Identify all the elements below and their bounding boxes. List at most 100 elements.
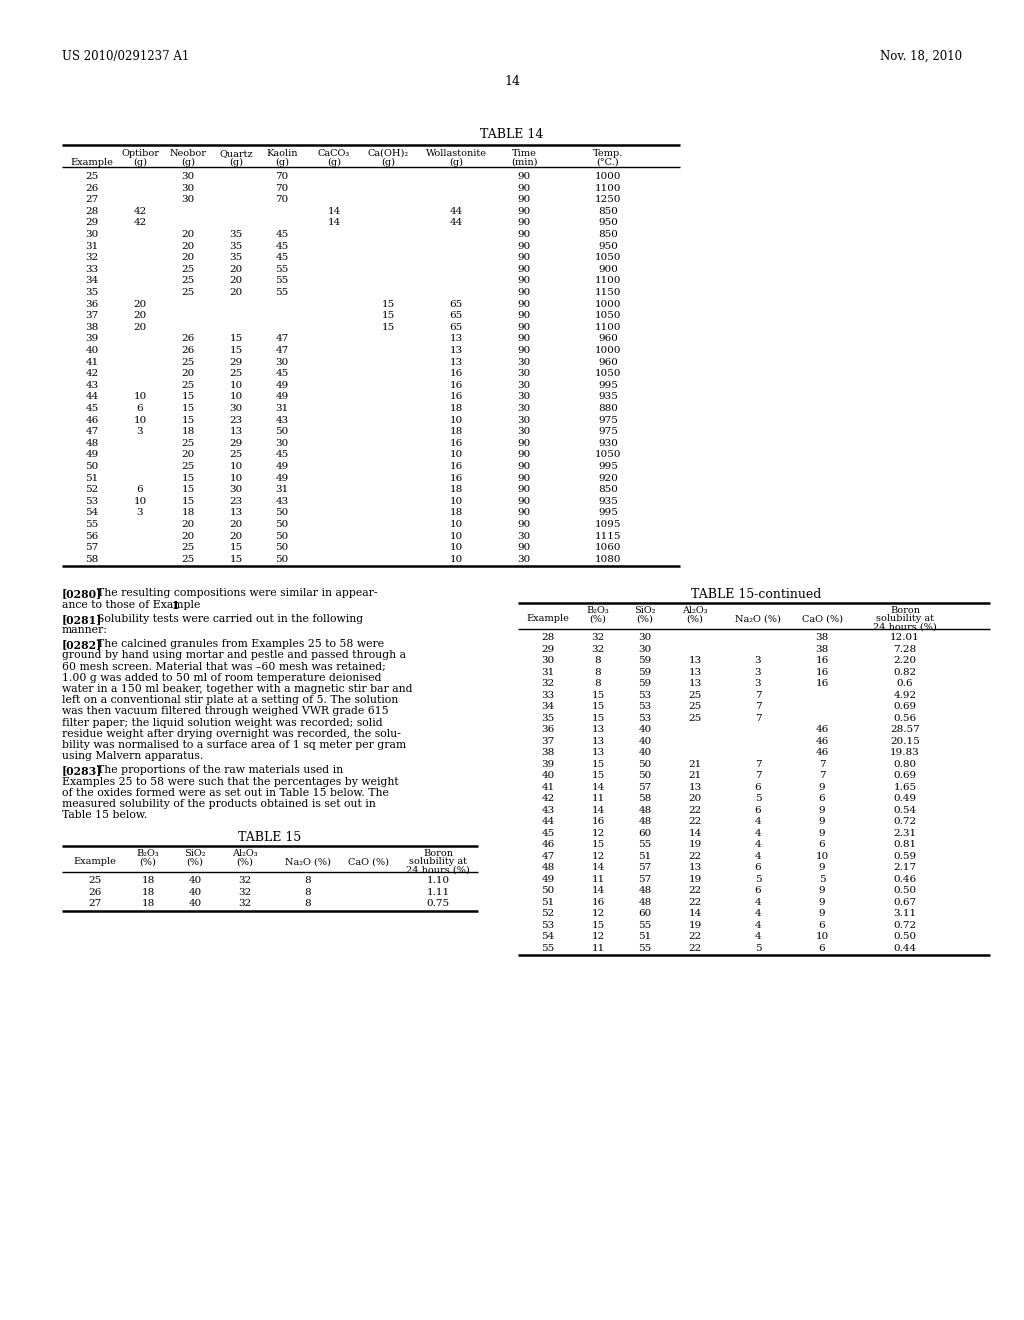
Text: 10: 10 bbox=[450, 450, 463, 459]
Text: 32: 32 bbox=[239, 899, 252, 908]
Text: 31: 31 bbox=[275, 404, 289, 413]
Text: 1000: 1000 bbox=[595, 172, 622, 181]
Text: 25: 25 bbox=[181, 544, 195, 552]
Text: 20: 20 bbox=[133, 323, 146, 331]
Text: 9: 9 bbox=[818, 807, 825, 814]
Text: 59: 59 bbox=[638, 680, 651, 689]
Text: 15: 15 bbox=[181, 496, 195, 506]
Text: 30: 30 bbox=[517, 532, 530, 541]
Text: 22: 22 bbox=[688, 944, 701, 953]
Text: 16: 16 bbox=[815, 680, 828, 689]
Text: 23: 23 bbox=[229, 496, 243, 506]
Text: 25: 25 bbox=[181, 265, 195, 273]
Text: Solubility tests were carried out in the following: Solubility tests were carried out in the… bbox=[97, 614, 364, 624]
Text: 1000: 1000 bbox=[595, 346, 622, 355]
Text: 25: 25 bbox=[88, 876, 101, 886]
Text: manner:: manner: bbox=[62, 624, 108, 635]
Text: 1050: 1050 bbox=[595, 450, 622, 459]
Text: 10: 10 bbox=[450, 520, 463, 529]
Text: 19: 19 bbox=[688, 875, 701, 884]
Text: 32: 32 bbox=[239, 876, 252, 886]
Text: 42: 42 bbox=[133, 207, 146, 215]
Text: 1: 1 bbox=[172, 599, 179, 611]
Text: 930: 930 bbox=[598, 438, 617, 447]
Text: 12.01: 12.01 bbox=[890, 634, 920, 643]
Text: 55: 55 bbox=[85, 520, 98, 529]
Text: 5: 5 bbox=[818, 875, 825, 884]
Text: Examples 25 to 58 were such that the percentages by weight: Examples 25 to 58 were such that the per… bbox=[62, 776, 398, 787]
Text: 16: 16 bbox=[815, 668, 828, 677]
Text: 10: 10 bbox=[229, 474, 243, 483]
Text: 44: 44 bbox=[542, 817, 555, 826]
Text: 0.54: 0.54 bbox=[893, 807, 916, 814]
Text: 90: 90 bbox=[517, 183, 530, 193]
Text: 90: 90 bbox=[517, 230, 530, 239]
Text: 13: 13 bbox=[450, 334, 463, 343]
Text: 65: 65 bbox=[450, 312, 463, 321]
Text: 45: 45 bbox=[85, 404, 98, 413]
Text: 3: 3 bbox=[755, 680, 761, 689]
Text: 90: 90 bbox=[517, 520, 530, 529]
Text: 20: 20 bbox=[181, 532, 195, 541]
Text: 20: 20 bbox=[181, 520, 195, 529]
Text: 30: 30 bbox=[517, 358, 530, 367]
Text: 10: 10 bbox=[133, 392, 146, 401]
Text: TABLE 14: TABLE 14 bbox=[480, 128, 544, 141]
Text: B₂O₃: B₂O₃ bbox=[587, 606, 609, 615]
Text: 20: 20 bbox=[181, 370, 195, 379]
Text: 850: 850 bbox=[598, 207, 617, 215]
Text: 30: 30 bbox=[542, 656, 555, 665]
Text: 50: 50 bbox=[638, 760, 651, 770]
Text: 40: 40 bbox=[188, 888, 202, 896]
Text: 15: 15 bbox=[229, 334, 243, 343]
Text: 55: 55 bbox=[275, 276, 289, 285]
Text: 51: 51 bbox=[638, 851, 651, 861]
Text: 22: 22 bbox=[688, 851, 701, 861]
Text: 7: 7 bbox=[818, 760, 825, 770]
Text: Ca(OH)₂: Ca(OH)₂ bbox=[368, 149, 409, 158]
Text: 6: 6 bbox=[136, 486, 143, 494]
Text: 9: 9 bbox=[818, 898, 825, 907]
Text: 880: 880 bbox=[598, 404, 617, 413]
Text: 5: 5 bbox=[755, 944, 761, 953]
Text: 4.92: 4.92 bbox=[893, 690, 916, 700]
Text: 49: 49 bbox=[275, 392, 289, 401]
Text: 16: 16 bbox=[592, 817, 604, 826]
Text: 31: 31 bbox=[85, 242, 98, 251]
Text: 54: 54 bbox=[542, 932, 555, 941]
Text: 0.50: 0.50 bbox=[893, 932, 916, 941]
Text: 900: 900 bbox=[598, 265, 617, 273]
Text: 4: 4 bbox=[755, 841, 761, 849]
Text: 9: 9 bbox=[818, 829, 825, 838]
Text: 10: 10 bbox=[450, 554, 463, 564]
Text: 14: 14 bbox=[592, 887, 604, 895]
Text: 57: 57 bbox=[638, 783, 651, 792]
Text: 15: 15 bbox=[181, 416, 195, 425]
Text: .: . bbox=[177, 599, 180, 610]
Text: 13: 13 bbox=[592, 726, 604, 734]
Text: (g): (g) bbox=[449, 158, 463, 168]
Text: 59: 59 bbox=[638, 668, 651, 677]
Text: 70: 70 bbox=[275, 195, 289, 205]
Text: bility was normalised to a surface area of 1 sq meter per gram: bility was normalised to a surface area … bbox=[62, 741, 407, 750]
Text: 90: 90 bbox=[517, 218, 530, 227]
Text: 30: 30 bbox=[517, 554, 530, 564]
Text: 10: 10 bbox=[229, 462, 243, 471]
Text: 22: 22 bbox=[688, 932, 701, 941]
Text: 42: 42 bbox=[133, 218, 146, 227]
Text: 13: 13 bbox=[592, 737, 604, 746]
Text: 33: 33 bbox=[542, 690, 555, 700]
Text: 20: 20 bbox=[688, 795, 701, 804]
Text: 20: 20 bbox=[229, 265, 243, 273]
Text: left on a conventional stir plate at a setting of 5. The solution: left on a conventional stir plate at a s… bbox=[62, 696, 398, 705]
Text: 25: 25 bbox=[181, 288, 195, 297]
Text: 8: 8 bbox=[595, 680, 601, 689]
Text: 20: 20 bbox=[181, 242, 195, 251]
Text: 46: 46 bbox=[815, 748, 828, 758]
Text: 49: 49 bbox=[275, 462, 289, 471]
Text: 32: 32 bbox=[592, 634, 604, 643]
Text: 18: 18 bbox=[450, 404, 463, 413]
Text: 9: 9 bbox=[818, 783, 825, 792]
Text: 30: 30 bbox=[517, 370, 530, 379]
Text: 15: 15 bbox=[592, 921, 604, 929]
